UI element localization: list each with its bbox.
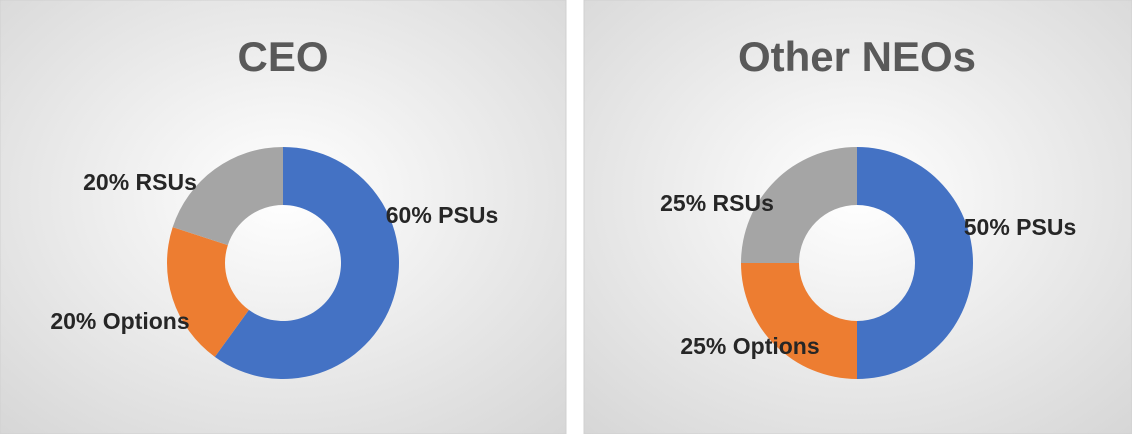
data-label: 20% Options — [50, 308, 189, 334]
data-label: 20% RSUs — [83, 169, 197, 195]
chart-title: Other NEOs — [738, 33, 976, 80]
data-label: 60% PSUs — [386, 202, 499, 228]
data-label: 25% RSUs — [660, 190, 774, 216]
chart-title: CEO — [237, 33, 328, 80]
donut-segment — [172, 147, 283, 246]
data-label: 25% Options — [680, 333, 819, 359]
donut-segment — [741, 263, 857, 379]
donut-segment — [166, 227, 249, 357]
donut-segment — [214, 147, 399, 379]
donut-segment — [741, 147, 857, 263]
donut-segment — [857, 147, 973, 379]
data-label: 50% PSUs — [964, 214, 1077, 240]
